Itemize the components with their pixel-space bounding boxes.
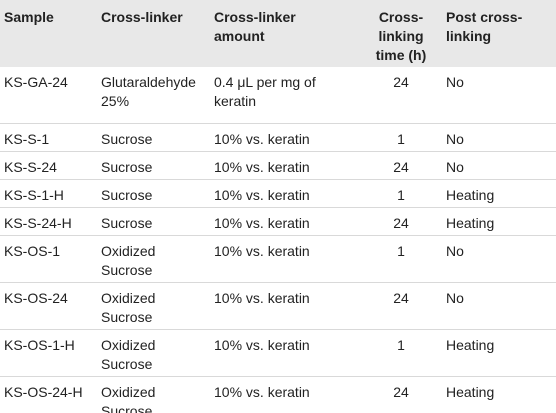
table-row: KS-OS-1 Oxidized Sucrose 10% vs. keratin 1 N… <box>0 235 556 282</box>
table-cell: Sucrose <box>101 214 153 231</box>
table-row: KS-S-1-H Sucrose 10% vs. keratin 1 Heating <box>0 179 556 207</box>
table-cell: Glutaraldehyde 25% <box>101 74 196 109</box>
table-cell: 10% vs. keratin <box>214 158 310 175</box>
table-cell: KS-S-1 <box>4 130 50 147</box>
table-cell: Heating <box>446 186 495 203</box>
table-cell: 24 <box>393 214 409 231</box>
table-cell: Oxidized Sucrose <box>101 336 156 372</box>
table-row: KS-S-1 Sucrose 10% vs. keratin 1 No <box>0 123 556 151</box>
header-text: Post cross-linking <box>446 9 523 44</box>
table-cell: KS-OS-24-H <box>4 383 83 400</box>
table-cell: 1 <box>397 130 405 147</box>
table-cell: 10% vs. keratin <box>214 186 310 203</box>
header-text: Cross-linker <box>101 9 183 25</box>
table-cell: 24 <box>393 74 409 90</box>
table-cell: Heating <box>446 383 495 400</box>
table-cell: No <box>446 242 464 259</box>
table-cell: 10% vs. keratin <box>214 383 310 400</box>
table-row: KS-OS-1-H Oxidized Sucrose 10% vs. keratin… <box>0 329 556 376</box>
table-cell: KS-GA-24 <box>4 74 68 90</box>
header-cell: Cross-linker amount <box>210 0 360 67</box>
table-cell: KS-OS-24 <box>4 289 68 306</box>
table-cell: No <box>446 158 464 175</box>
header-cell: Post cross-linking <box>442 0 556 67</box>
table-cell: No <box>446 130 464 147</box>
table-cell: Heating <box>446 336 495 353</box>
table-cell: KS-S-1-H <box>4 186 64 203</box>
table-cell: 1 <box>397 186 405 203</box>
header-text: Cross-linking time (h) <box>375 9 427 63</box>
table-cell: 10% vs. keratin <box>214 289 310 306</box>
table-cell: Oxidized Sucrose <box>101 242 156 278</box>
table-row: KS-GA-24 Glutaraldehyde 25% 0.4 μL per mg … <box>0 67 556 123</box>
table-cell: Sucrose <box>101 158 153 175</box>
table-cell: Sucrose <box>101 130 153 147</box>
table-cell: KS-S-24 <box>4 158 57 175</box>
header-row: Sample Cross-linker Cross-linker amount Cro… <box>0 0 556 67</box>
table-cell: KS-S-24-H <box>4 214 72 231</box>
table-cell: Oxidized Sucrose <box>101 383 156 413</box>
table-cell: Oxidized Sucrose <box>101 289 156 325</box>
table-cell: 1 <box>397 336 405 353</box>
table-cell: No <box>446 289 464 306</box>
header-cell: Cross-linking time (h) <box>360 0 442 67</box>
header-cell: Cross-linker <box>97 0 210 67</box>
table-cell: 1 <box>397 242 405 259</box>
table-row: KS-S-24-H Sucrose 10% vs. keratin 24 Heating <box>0 207 556 235</box>
table-cell: 10% vs. keratin <box>214 242 310 259</box>
table-cell: 10% vs. keratin <box>214 214 310 231</box>
table-row: KS-OS-24 Oxidized Sucrose 10% vs. keratin 2… <box>0 282 556 329</box>
table-cell: No <box>446 74 464 90</box>
table-cell: Sucrose <box>101 186 153 203</box>
header-text: Cross-linker amount <box>214 9 296 44</box>
table-body: KS-GA-24 Glutaraldehyde 25% 0.4 μL per mg … <box>0 67 556 413</box>
table-cell: Heating <box>446 214 495 231</box>
table-cell: KS-OS-1 <box>4 242 61 259</box>
header-text: Sample <box>4 9 54 25</box>
table-cell: 10% vs. keratin <box>214 130 310 147</box>
table-cell: 10% vs. keratin <box>214 336 310 353</box>
table-cell: 24 <box>393 158 409 175</box>
table-cell: 24 <box>393 289 409 306</box>
table-row: KS-OS-24-H Oxidized Sucrose 10% vs. kerati… <box>0 376 556 413</box>
table-cell: 24 <box>393 383 409 400</box>
table-cell: KS-OS-1-H <box>4 336 75 353</box>
table-cell: 0.4 μL per mg of keratin <box>214 74 316 109</box>
table-row: KS-S-24 Sucrose 10% vs. keratin 24 No <box>0 151 556 179</box>
header-cell: Sample <box>0 0 97 67</box>
table-header: Sample Cross-linker Cross-linker amount Cro… <box>0 0 556 67</box>
